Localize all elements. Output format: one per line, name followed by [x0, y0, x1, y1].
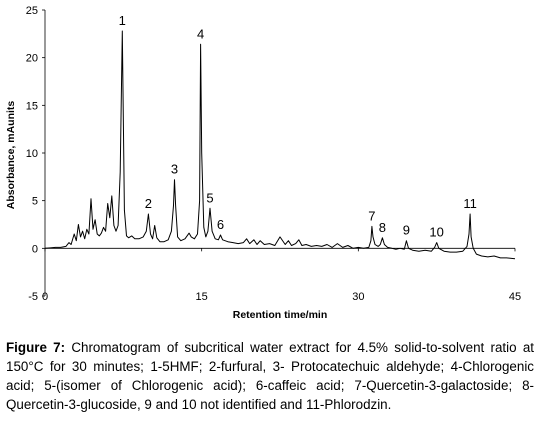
x-tick-label: 30	[352, 291, 364, 303]
x-axis-title: Retention time/min	[233, 309, 328, 320]
peak-label-7: 7	[368, 208, 375, 223]
peak-label-6: 6	[217, 217, 224, 232]
chromatogram-trace	[44, 30, 516, 260]
y-tick-label: 0	[32, 243, 38, 255]
y-tick-label: -5	[28, 291, 38, 303]
y-tick-label: 15	[26, 100, 38, 112]
figure-caption: Figure 7: Chromatogram of subcritical wa…	[6, 338, 534, 414]
y-tick-label: 5	[32, 196, 38, 208]
peak-label-3: 3	[171, 162, 178, 177]
caption-label: Figure 7:	[6, 340, 66, 355]
peak-label-11: 11	[463, 196, 477, 211]
x-tick-label: 45	[509, 291, 521, 303]
peak-label-2: 2	[145, 196, 152, 211]
y-tick-label: 20	[26, 53, 38, 65]
peak-label-8: 8	[379, 220, 386, 235]
axes	[44, 10, 515, 296]
peak-label-5: 5	[206, 190, 213, 205]
y-axis-title: Absorbance, mAunits	[5, 101, 17, 210]
peak-label-4: 4	[197, 26, 204, 41]
y-tick-label: 25	[26, 5, 38, 17]
caption-text: Chromatogram of subcritical water extrac…	[6, 340, 535, 412]
x-tick-label: 15	[196, 291, 208, 303]
x-tick-label: 0	[42, 291, 48, 303]
trace-layer	[44, 30, 516, 260]
peak-label-9: 9	[403, 223, 410, 238]
peak-label-1: 1	[119, 13, 126, 28]
y-tick-label: 10	[26, 148, 38, 160]
peak-label-10: 10	[429, 225, 443, 240]
